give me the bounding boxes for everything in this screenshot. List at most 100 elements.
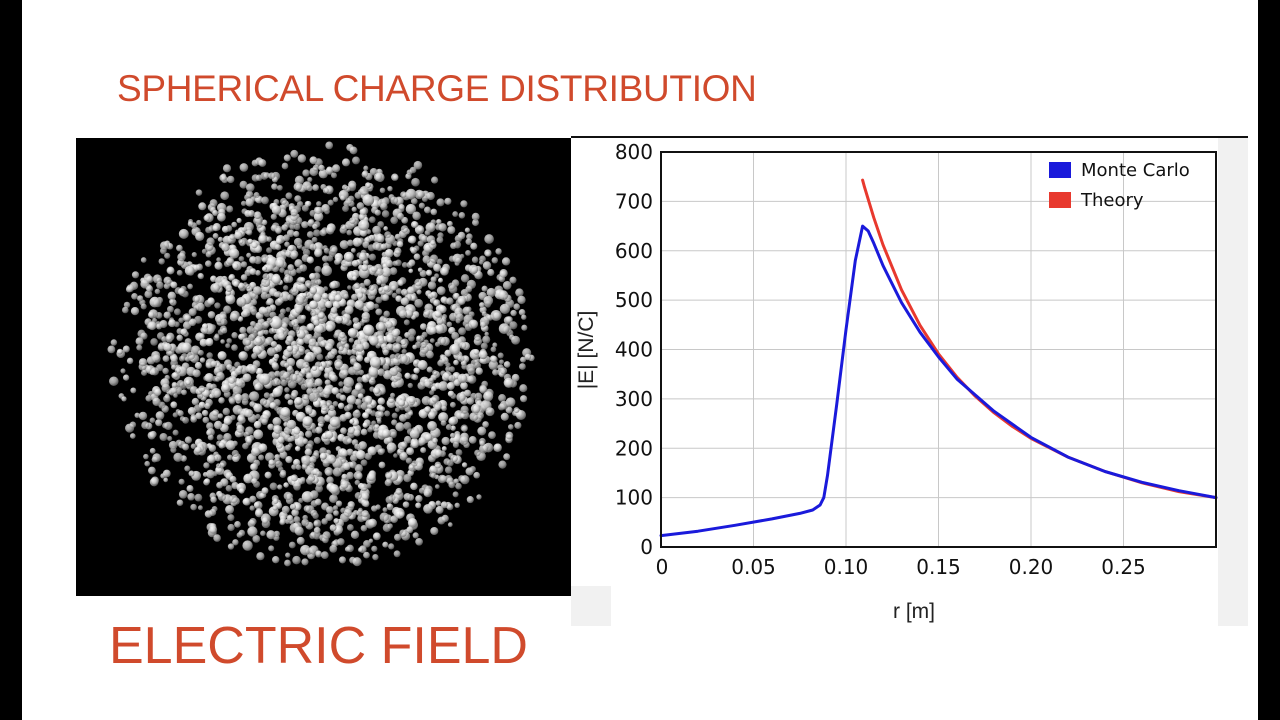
charge-particle — [410, 295, 417, 301]
charge-particle — [257, 330, 264, 337]
charge-particle — [225, 505, 235, 514]
charge-particle — [314, 248, 323, 257]
charge-particle — [351, 206, 357, 212]
charge-particle — [434, 404, 441, 411]
charge-particle — [282, 234, 290, 242]
charge-particle — [349, 461, 357, 469]
charge-particle — [494, 443, 502, 452]
charge-particle — [374, 209, 381, 216]
charge-particle — [485, 251, 491, 257]
charge-particle — [412, 532, 419, 539]
charge-particle — [308, 338, 317, 347]
charge-particle — [332, 196, 339, 203]
charge-particle — [274, 243, 282, 251]
charge-particle — [246, 229, 253, 236]
charge-particle — [150, 367, 160, 376]
charge-particle — [514, 421, 522, 429]
charge-particle — [167, 436, 173, 442]
charge-particle — [221, 225, 229, 233]
charge-particle — [261, 487, 269, 495]
charge-particle — [323, 286, 329, 292]
charge-particle — [476, 494, 482, 500]
charge-particle — [356, 292, 364, 299]
charge-particle — [505, 397, 516, 408]
charge-particle — [225, 285, 233, 292]
charge-particle — [430, 472, 437, 479]
charge-particle — [210, 275, 217, 283]
charge-particle — [430, 291, 437, 298]
charge-particle — [273, 424, 283, 434]
charge-particle — [269, 402, 277, 409]
charge-particle — [195, 189, 203, 196]
charge-particle — [513, 407, 520, 414]
charge-particle — [333, 510, 339, 516]
charge-particle — [457, 355, 465, 363]
charge-particle — [426, 270, 432, 277]
charge-particle — [446, 321, 453, 328]
charge-particle — [209, 525, 218, 534]
charge-particle — [237, 414, 245, 423]
charge-particle — [238, 488, 245, 494]
charge-particle — [116, 348, 123, 355]
charge-particle — [335, 257, 343, 264]
charge-particle — [349, 418, 355, 425]
charge-particle — [394, 247, 402, 255]
charge-particle — [227, 543, 235, 550]
charge-particle — [479, 255, 486, 263]
charge-particle — [445, 366, 451, 372]
charge-particle — [281, 162, 289, 170]
charge-particle — [290, 286, 298, 294]
charge-particle — [155, 411, 165, 420]
charge-particle — [280, 407, 291, 418]
charge-particle — [264, 471, 272, 479]
charge-particle — [433, 263, 442, 272]
charge-particle — [460, 413, 466, 419]
charge-particle — [339, 240, 349, 250]
charge-particle — [400, 339, 407, 346]
charge-particle — [313, 436, 321, 444]
charge-particle — [509, 321, 518, 330]
charge-particle — [446, 503, 454, 511]
charge-particle — [394, 407, 400, 413]
charge-particle — [412, 374, 419, 381]
charge-particle — [452, 491, 459, 498]
charge-particle — [281, 322, 288, 329]
charge-particle — [384, 248, 394, 258]
charge-particle — [474, 334, 482, 341]
charge-particle — [424, 406, 432, 413]
charge-particle — [357, 547, 364, 553]
charge-particle — [319, 447, 327, 455]
charge-particle — [212, 409, 220, 417]
charge-particle — [356, 202, 365, 210]
charge-particle — [107, 345, 116, 354]
charge-particle — [341, 473, 348, 480]
charge-particle — [470, 242, 478, 250]
charge-particle — [204, 478, 211, 485]
charge-particle — [287, 294, 294, 301]
charge-particle — [379, 512, 389, 522]
charge-particle — [228, 273, 236, 281]
charge-particle — [362, 500, 370, 508]
charge-particle — [390, 216, 399, 225]
charge-particle — [421, 195, 428, 203]
charge-particle — [346, 229, 352, 236]
charge-particle — [163, 276, 172, 285]
series — [659, 178, 1218, 538]
charge-particle — [315, 484, 324, 493]
charge-particle — [459, 341, 467, 350]
charge-particle — [344, 405, 351, 412]
charge-particle — [436, 317, 444, 325]
charge-particle — [466, 233, 473, 240]
charge-particle — [191, 397, 200, 406]
legend-label-theory: Theory — [1080, 190, 1144, 211]
charge-particle — [177, 252, 186, 262]
charge-particle — [302, 181, 312, 191]
charge-particle — [376, 268, 384, 276]
charge-particle — [289, 503, 296, 510]
charge-particle — [173, 308, 181, 316]
charge-particle — [406, 261, 413, 269]
charge-particle — [307, 323, 315, 331]
charge-particle — [418, 202, 425, 209]
charge-particle — [292, 555, 301, 565]
charge-particle — [109, 376, 119, 386]
